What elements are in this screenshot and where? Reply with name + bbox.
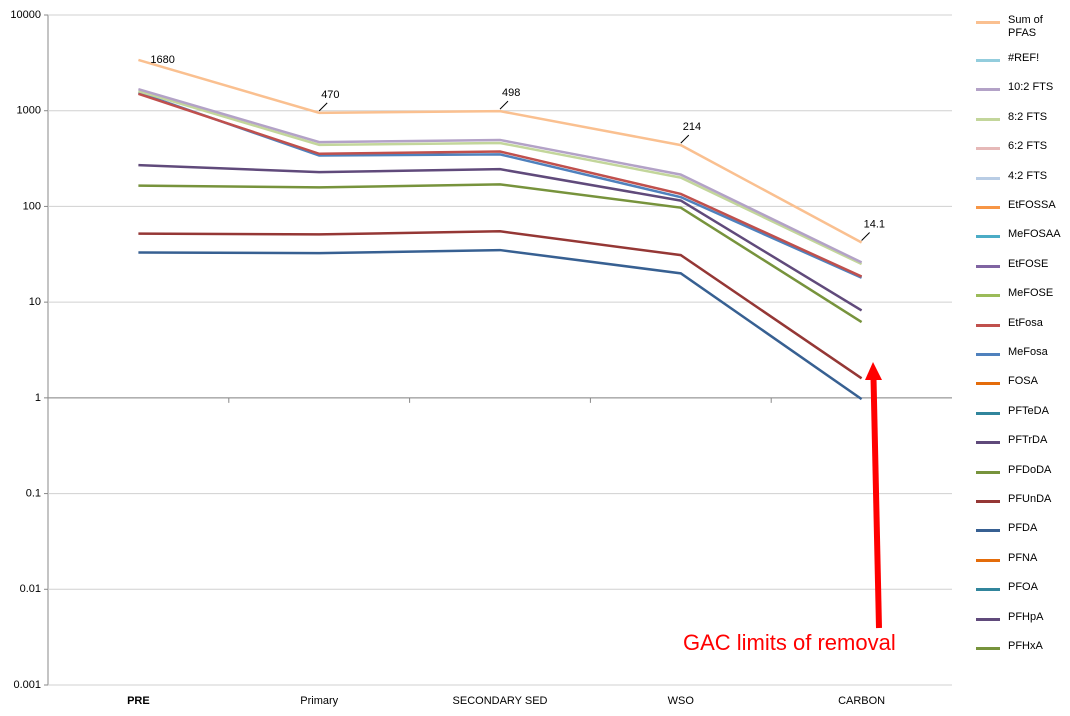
x-tick-label: WSO	[668, 695, 695, 707]
legend-label: MeFosa	[1008, 346, 1048, 358]
plot: 10000 1000 100 10 1 0.1 0.01 0.001 PRE Primary SEC…	[10, 9, 952, 707]
legend-swatch	[976, 176, 1000, 180]
y-tick-label: 10	[29, 296, 41, 308]
y-tick-label: 100	[23, 200, 41, 212]
arrow-shaft	[870, 377, 882, 629]
legend-swatch	[976, 647, 1000, 650]
x-tick-label: Primary	[300, 695, 338, 707]
legend-label: EtFOSSA	[1008, 199, 1056, 211]
annotation: 1680	[150, 54, 174, 66]
legend-swatch	[976, 88, 1000, 92]
series-line	[138, 230, 863, 380]
legend-swatch	[976, 206, 1000, 209]
legend-label: EtFosa	[1008, 316, 1043, 329]
legend-swatch	[976, 323, 1000, 327]
annotation-leader	[318, 102, 328, 112]
arrow-head	[865, 362, 882, 380]
legend-swatch	[976, 59, 1000, 62]
legend-swatch	[976, 558, 1000, 562]
arrow-annotation: GAC limits of removal	[683, 630, 896, 655]
legend-label: 8:2 FTS	[1008, 110, 1048, 123]
y-tick-label: 0.001	[13, 679, 41, 691]
legend-label: PFOA	[1008, 581, 1038, 594]
y-tick-label: 1	[35, 392, 41, 404]
y-tick-label: 1000	[17, 105, 41, 117]
legend-swatch	[976, 294, 1000, 298]
legend-label: PFDA	[1008, 522, 1038, 535]
y-tick-label: 10000	[10, 9, 41, 21]
legend-label: MeFOSAA	[1008, 228, 1061, 241]
annotation-leader	[499, 100, 509, 110]
series-line	[138, 248, 863, 401]
annotation-leader	[861, 232, 870, 241]
series-line	[138, 92, 863, 278]
legend-swatch	[976, 500, 1000, 503]
legend-label: Sum of PFAS	[1008, 14, 1043, 39]
legend-swatch	[976, 21, 1000, 24]
legend-swatch	[976, 235, 1000, 239]
legend-swatch	[976, 353, 1000, 356]
legend-label: 10:2 FTS	[1008, 81, 1054, 94]
annotation: 14.1	[864, 218, 885, 230]
annotation: 470	[321, 89, 339, 101]
legend-label: PFDoDA	[1008, 463, 1052, 476]
legend-swatch	[976, 470, 1000, 474]
legend-swatch	[976, 588, 1000, 592]
legend-label: 6:2 FTS	[1008, 140, 1048, 153]
legend-label: FOSA	[1008, 375, 1038, 388]
legend-swatch	[976, 117, 1000, 121]
legend-label: PFNA	[1008, 551, 1038, 564]
legend-swatch	[976, 147, 1000, 151]
y-tick-label: 0.01	[20, 583, 41, 595]
legend-swatch	[976, 411, 1000, 415]
legend-swatch	[976, 441, 1000, 445]
series-line	[138, 58, 863, 244]
annotation: 498	[502, 87, 520, 99]
x-tick-label: PRE	[127, 695, 150, 707]
legend-label: PFHxA	[1008, 640, 1043, 652]
legend-swatch	[976, 382, 1000, 386]
legend-label: PFTrDA	[1008, 434, 1048, 447]
x-tick-label: SECONDARY SED	[453, 695, 548, 707]
legend-label: MeFOSE	[1008, 287, 1054, 300]
annotation-leader	[680, 134, 690, 144]
legend-label: EtFOSE	[1008, 257, 1049, 270]
legend-label: PFTeDA	[1008, 404, 1049, 417]
series-line	[138, 183, 863, 324]
chart: 10000 1000 100 10 1 0.1 0.01 0.001 PRE Primary SEC…	[10, 9, 952, 707]
y-tick-label: 0.1	[26, 487, 41, 499]
legend-swatch	[976, 264, 1000, 268]
legend-label: PFHpA	[1008, 610, 1044, 623]
legend-swatch	[976, 529, 1000, 533]
legend-swatch	[976, 617, 1000, 621]
x-tick-label: CARBON	[838, 695, 885, 707]
legend-label: 4:2 FTS	[1008, 169, 1048, 182]
series-line	[138, 87, 863, 264]
legend-label: PFUnDA	[1008, 493, 1052, 505]
annotation: 214	[683, 121, 701, 133]
legend-label: #REF!	[1008, 52, 1040, 64]
series-line	[138, 89, 863, 266]
series-line	[138, 163, 863, 312]
